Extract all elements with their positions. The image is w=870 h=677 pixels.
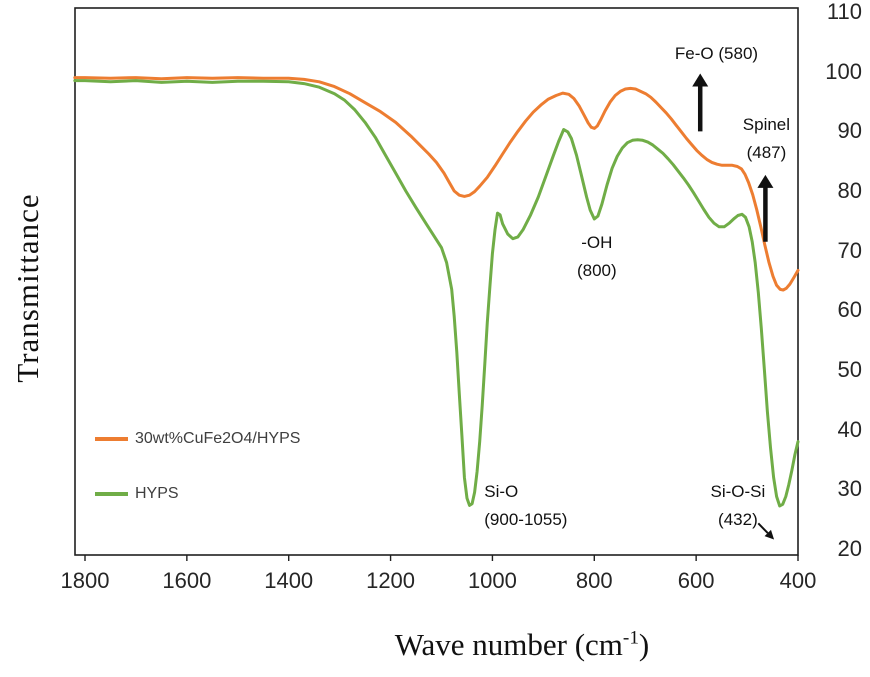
legend-item-hyps: HYPS bbox=[95, 483, 300, 505]
annotation-line: Spinel bbox=[742, 115, 791, 135]
series-line-cufe2o4-hyps bbox=[73, 76, 800, 292]
x-tick-label: 1400 bbox=[264, 568, 314, 593]
x-tick-label: 1200 bbox=[366, 568, 416, 593]
x-tick-label: 800 bbox=[575, 568, 613, 593]
legend-label: 30wt%CuFe2O4/HYPS bbox=[135, 430, 301, 447]
legend-swatch-orange bbox=[95, 437, 128, 441]
x-tick-label: 1600 bbox=[162, 568, 212, 593]
annotation-line: (432) bbox=[718, 510, 758, 530]
y-tick-label: 70 bbox=[837, 237, 862, 263]
annotation-line: Si-O-Si bbox=[710, 482, 766, 502]
x-axis-title-main: Wave number (cm bbox=[394, 627, 623, 662]
x-axis-title: Wave number (cm-1) bbox=[272, 627, 772, 663]
annotation-line: (800) bbox=[576, 261, 617, 281]
arrow-head-spinel bbox=[757, 174, 774, 188]
annotation-fe-o: Fe-O (580) bbox=[607, 40, 827, 68]
legend: 30wt%CuFe2O4/HYPS HYPS bbox=[95, 428, 300, 538]
y-tick-label: 80 bbox=[837, 178, 862, 203]
y-tick-label: 110 bbox=[826, 0, 862, 24]
x-tick-label: 400 bbox=[779, 568, 817, 593]
x-tick-label: 1800 bbox=[60, 568, 110, 593]
annotation-line: Fe-O (580) bbox=[674, 43, 759, 63]
arrow-head-fe-o bbox=[692, 73, 709, 87]
y-tick-label: 30 bbox=[837, 476, 862, 502]
legend-item-cufe2o4-hyps: 30wt%CuFe2O4/HYPS bbox=[95, 428, 300, 450]
y-tick-label: 50 bbox=[837, 357, 862, 382]
annotation-oh: -OH (800) bbox=[487, 229, 707, 285]
annotation-line: Si-O bbox=[484, 482, 519, 502]
x-axis-title-superscript: -1 bbox=[622, 627, 639, 649]
legend-label: HYPS bbox=[135, 485, 179, 502]
series-line-hyps bbox=[73, 79, 800, 508]
y-tick-label: 90 bbox=[837, 118, 862, 144]
y-tick-label: 100 bbox=[825, 58, 862, 84]
y-tick-label: 60 bbox=[837, 297, 862, 323]
annotation-spinel: Spinel (487) bbox=[656, 111, 870, 167]
arrow-head-si-o-si bbox=[764, 529, 775, 540]
annotation-si-o: Si-O (900-1055) bbox=[484, 478, 704, 534]
annotation-line: (900-1055) bbox=[484, 510, 568, 530]
x-axis-title-close: ) bbox=[638, 627, 650, 662]
y-axis-title: Transmittance bbox=[10, 193, 45, 383]
annotation-line: -OH bbox=[581, 233, 613, 253]
arrow-stem-si-o-si bbox=[757, 522, 769, 534]
legend-swatch-green bbox=[95, 492, 128, 496]
y-tick-label: 40 bbox=[837, 416, 862, 442]
y-tick-label: 20 bbox=[837, 536, 862, 561]
plot-border bbox=[74, 7, 799, 556]
x-tick-label: 1000 bbox=[467, 568, 517, 593]
annotation-si-o-si: Si-O-Si (432) bbox=[628, 478, 848, 534]
annotation-line: (487) bbox=[746, 143, 787, 163]
x-tick-label: 600 bbox=[677, 568, 715, 593]
